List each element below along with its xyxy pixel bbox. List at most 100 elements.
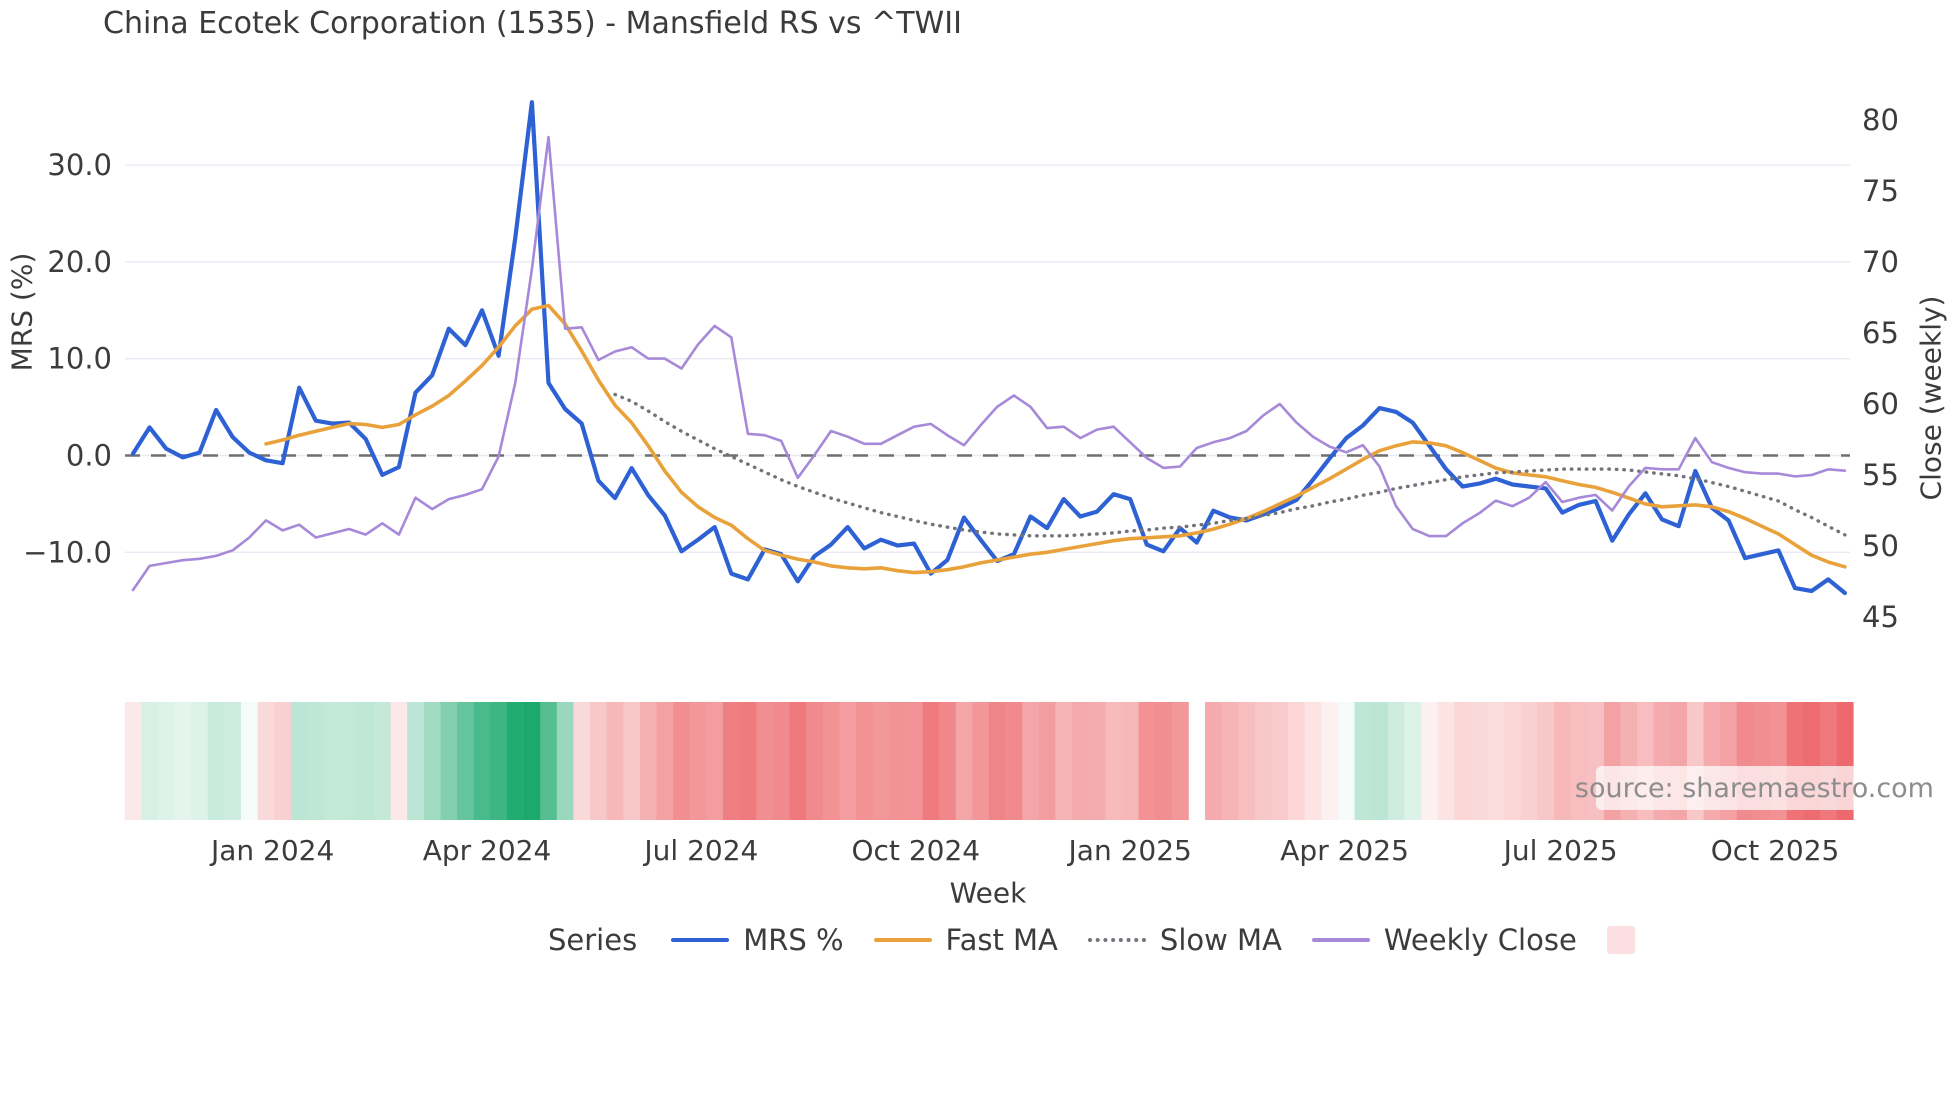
left-axis-title: MRS (%): [5, 252, 39, 372]
x-axis-tick-label: Oct 2024: [852, 834, 981, 867]
heat-cell: [739, 702, 757, 820]
heat-cell: [1221, 702, 1239, 820]
slow-ma-series-line: [613, 392, 1847, 538]
weekly-close-series-line: [131, 135, 1847, 592]
heat-cell: [573, 702, 591, 820]
x-axis-tick-label: Jan 2024: [209, 834, 334, 867]
heat-cell: [822, 702, 840, 820]
left-axis-tick-label: 20.0: [47, 245, 112, 279]
heat-cell: [1504, 702, 1522, 820]
legend-item-label: MRS %: [743, 923, 844, 957]
right-axis-tick-label: 55: [1862, 458, 1899, 492]
right-axis-tick-label: 70: [1862, 245, 1899, 279]
heat-cell: [939, 702, 957, 820]
left-axis-tick-label: 30.0: [47, 148, 112, 182]
heat-cell: [274, 702, 292, 820]
x-axis-tick-label: Jul 2024: [642, 834, 758, 867]
legend-item-heat-strip[interactable]: [1606, 926, 1635, 954]
heat-cell: [1554, 702, 1571, 820]
heat-cell: [357, 702, 375, 820]
heat-strip-swatch-icon: [1606, 926, 1635, 954]
heat-cell: [1354, 702, 1372, 820]
legend-item-fast-ma[interactable]: Fast MA: [873, 923, 1058, 957]
heat-cell: [1338, 702, 1355, 820]
legend-item-label: Weekly Close: [1383, 923, 1577, 957]
legend-title: Series: [548, 923, 638, 957]
heat-cell: [1072, 702, 1089, 820]
heat-cell: [1088, 702, 1106, 820]
heat-cell: [972, 702, 990, 820]
heat-cell: [457, 702, 475, 820]
heat-cell: [523, 702, 541, 820]
weekly-close-line-swatch-icon: [1311, 938, 1370, 942]
heat-cell: [440, 702, 458, 820]
heat-cell: [124, 702, 142, 820]
heat-cell: [1005, 702, 1023, 820]
source-note-badge: source: sharemaestro.com: [1575, 766, 1940, 810]
heat-cell: [623, 702, 641, 820]
heat-cell: [706, 702, 724, 820]
right-axis-tick-label: 60: [1862, 387, 1899, 421]
heat-cell: [1254, 702, 1272, 820]
heat-cell: [1304, 702, 1322, 820]
heat-cell: [473, 702, 491, 820]
heat-cell: [1205, 702, 1222, 820]
heat-cell: [1155, 702, 1173, 820]
legend-item-weekly-close[interactable]: Weekly Close: [1311, 923, 1577, 957]
x-axis-tick-label: Jul 2025: [1502, 834, 1618, 867]
heat-cell: [1454, 702, 1472, 820]
heat-cell: [407, 702, 425, 820]
heat-cell: [656, 702, 674, 820]
heat-cell: [540, 702, 558, 820]
heat-cell: [639, 702, 657, 820]
right-axis-title: Close (weekly): [1914, 295, 1948, 501]
x-axis-tick-label: Apr 2025: [1280, 834, 1409, 867]
heat-cell: [1288, 702, 1306, 820]
heat-cell: [1470, 702, 1488, 820]
heat-cell: [756, 702, 774, 820]
heat-cell: [556, 702, 574, 820]
right-axis-tick-label: 50: [1862, 529, 1899, 563]
heat-cell: [1038, 702, 1056, 820]
heat-cell: [1171, 702, 1189, 820]
legend-item-mrs[interactable]: MRS %: [671, 923, 844, 957]
x-axis-title: Week: [949, 876, 1027, 910]
x-axis-tick-label: Oct 2025: [1711, 834, 1840, 867]
heat-cell: [1105, 702, 1123, 820]
slow-ma-dotted-swatch-icon: [1087, 938, 1146, 942]
legend-item-slow-ma[interactable]: Slow MA: [1087, 923, 1282, 957]
heat-cell: [506, 702, 524, 820]
heat-cell: [872, 702, 890, 820]
right-axis-tick-label: 75: [1862, 174, 1899, 208]
mrs-line-swatch-icon: [671, 938, 730, 942]
heat-cell: [1321, 702, 1339, 820]
heat-cell: [157, 702, 175, 820]
heat-cell: [1520, 702, 1538, 820]
heat-cell: [1570, 702, 1588, 820]
heat-cell: [340, 702, 358, 820]
left-axis-tick-label: 0.0: [66, 439, 112, 473]
heat-cell: [689, 702, 707, 820]
heat-cell: [905, 702, 923, 820]
heat-cell: [1371, 702, 1389, 820]
heat-cell: [290, 702, 308, 820]
heat-cell: [324, 702, 342, 820]
heat-cell: [988, 702, 1006, 820]
mrs-series-line: [130, 100, 1847, 596]
heat-cell: [1271, 702, 1289, 820]
x-axis-tick-label: Apr 2024: [423, 834, 552, 867]
heat-cell: [1138, 702, 1156, 820]
heat-cell: [1238, 702, 1256, 820]
heat-cell: [191, 702, 209, 820]
legend-item-label: Fast MA: [945, 923, 1058, 957]
heat-cell: [423, 702, 441, 820]
heat-cell: [922, 702, 940, 820]
heat-cell: [772, 702, 790, 820]
right-axis-tick-label: 45: [1862, 600, 1899, 634]
heat-cell: [673, 702, 691, 820]
heat-cell: [856, 702, 873, 820]
heat-cell: [606, 702, 624, 820]
heat-cell: [1437, 702, 1455, 820]
